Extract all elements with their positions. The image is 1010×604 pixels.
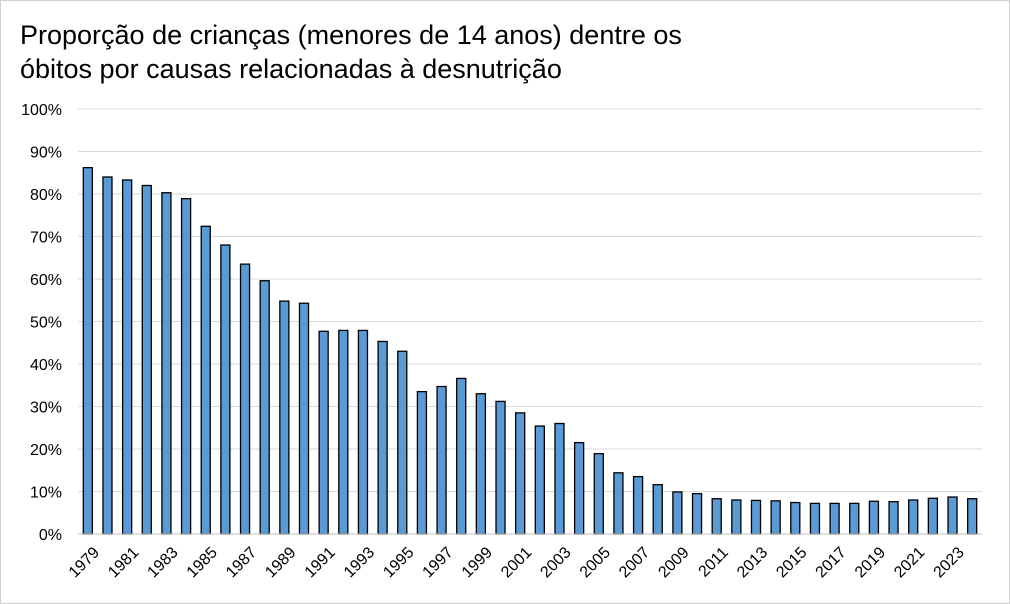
bar (279, 300, 290, 535)
bar (102, 176, 113, 535)
x-tick-label: 2003 (537, 544, 574, 581)
bar (377, 340, 388, 535)
x-tick-label: 2017 (813, 544, 850, 581)
y-tick-label: 100% (21, 102, 62, 119)
bar (908, 499, 919, 535)
bar (456, 377, 467, 535)
y-tick-label: 10% (30, 485, 62, 502)
x-tick-label: 1995 (380, 544, 417, 581)
y-tick-label: 70% (30, 230, 62, 247)
bar (927, 497, 939, 535)
bar (239, 263, 251, 535)
bar (161, 192, 172, 535)
gridlines (78, 108, 982, 535)
x-tick-label: 1987 (223, 544, 260, 581)
bar (318, 330, 329, 535)
y-tick-label: 90% (30, 145, 62, 162)
x-tick-label: 2019 (852, 544, 889, 581)
x-tick-label: 1979 (66, 544, 103, 581)
x-axis: 1979 1981 1983 1985 1987 1989 1991 1993 1995 1997… (66, 533, 982, 581)
bar (573, 441, 585, 535)
chart-title-line-2: óbitos por causas relacionadas à desnutr… (20, 54, 562, 84)
bar (397, 350, 408, 535)
bar (770, 500, 781, 535)
bar (691, 492, 703, 535)
bar (121, 179, 133, 535)
bar (495, 400, 506, 535)
x-tick-label: 2011 (696, 544, 732, 580)
y-tick-label: 30% (30, 400, 62, 417)
y-tick-label: 50% (30, 315, 62, 332)
bar (632, 475, 644, 535)
x-tick-label: 2015 (773, 544, 810, 581)
x-tick-label: 1983 (144, 544, 181, 581)
bar (711, 498, 722, 535)
y-tick-label: 60% (30, 272, 62, 289)
x-tick-label: 2021 (891, 544, 928, 581)
bar (849, 502, 860, 535)
bar (554, 422, 565, 535)
bar (888, 501, 899, 535)
x-tick-label: 1993 (341, 544, 378, 581)
bar (515, 412, 526, 535)
x-tick-label: 2009 (655, 544, 692, 581)
chart-title-line-1: Proporção de crianças (menores de 14 ano… (20, 20, 682, 50)
bar (259, 280, 270, 535)
bar (200, 225, 211, 535)
bar (180, 198, 192, 535)
bar (357, 329, 369, 535)
bar (82, 166, 93, 535)
bar (475, 393, 487, 535)
bar (338, 329, 349, 535)
y-tick-label: 20% (30, 442, 62, 459)
bar (967, 498, 978, 535)
bars (82, 166, 978, 535)
x-tick-label: 1991 (302, 544, 339, 581)
bar (141, 184, 152, 535)
bar (593, 453, 604, 535)
bar (534, 425, 545, 535)
bar (436, 385, 447, 535)
bar (220, 244, 231, 535)
x-tick-label: 1989 (262, 544, 299, 581)
bar (790, 501, 801, 535)
x-tick-label: 2001 (498, 544, 535, 581)
bar (947, 496, 958, 535)
y-tick-label: 40% (30, 357, 62, 374)
bar (652, 484, 663, 535)
bar (809, 502, 821, 535)
x-tick-label: 2005 (577, 544, 614, 581)
x-tick-label: 2007 (616, 544, 653, 581)
bar (750, 499, 762, 535)
x-tick-label: 1985 (184, 544, 221, 581)
x-tick-label: 1981 (105, 544, 142, 581)
bar (416, 390, 428, 535)
x-tick-label: 2013 (734, 544, 771, 581)
bar (731, 499, 742, 535)
x-tick-label: 1997 (420, 544, 457, 581)
y-tick-label: 80% (30, 187, 62, 204)
bar (613, 472, 624, 535)
chart-title: Proporção de crianças (menores de 14 ano… (20, 18, 920, 86)
y-tick-label: 0% (39, 527, 62, 544)
bar (672, 491, 683, 535)
y-axis: 0% 10% 20% 30% 40% 50% 60% 70% 80% 90% 100% (21, 102, 62, 544)
bar (868, 500, 880, 535)
x-tick-label: 1999 (459, 544, 496, 581)
bar (829, 502, 840, 535)
x-tick-label: 2023 (931, 544, 968, 581)
bar (298, 302, 310, 535)
